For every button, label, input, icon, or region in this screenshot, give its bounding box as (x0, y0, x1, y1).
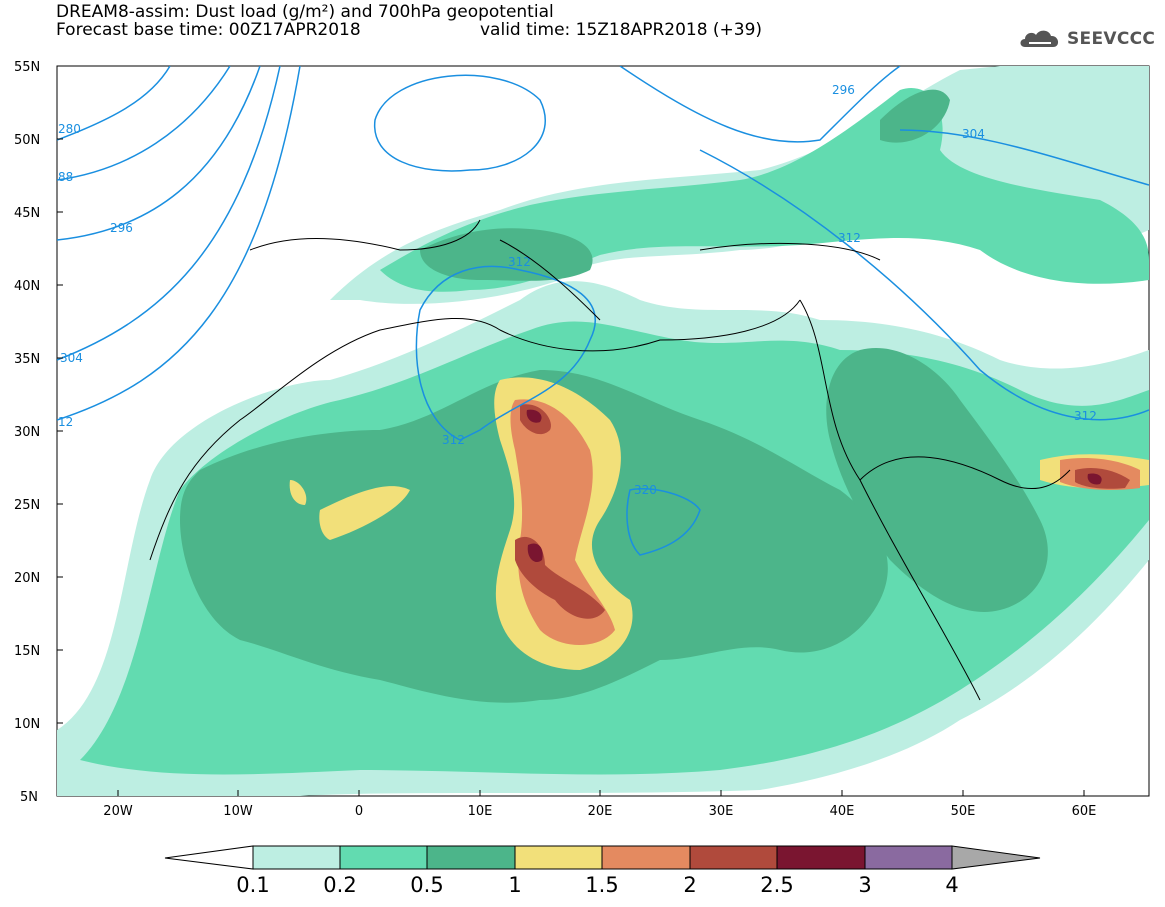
seevccc-logo: SEEVCCC (1017, 26, 1155, 52)
lat-label: 5N (20, 790, 38, 805)
geopotential-contours (57, 66, 1149, 556)
contour-labels: 280 88 296 304 12 312 312 320 296 304 31… (58, 83, 1097, 497)
colorbar-tick: 1.5 (585, 873, 618, 897)
lon-label: 30E (709, 804, 734, 819)
lon-label: 10W (223, 804, 253, 819)
contour-label: 280 (58, 122, 81, 136)
contour-label: 304 (962, 127, 985, 141)
logo-text: SEEVCCC (1067, 29, 1156, 49)
valid-time: valid time: 15Z18APR2018 (+39) (480, 20, 763, 40)
lat-label: 55N (14, 60, 40, 75)
colorbar-tick: 0.1 (236, 873, 269, 897)
lat-label: 10N (14, 717, 40, 732)
colorbar-tick: 4 (945, 873, 958, 897)
cloud-icon (1020, 30, 1059, 47)
colorbar-bin (864, 845, 953, 870)
lat-label: 35N (14, 352, 40, 367)
contour-label: 312 (508, 255, 531, 269)
lat-label: 40N (14, 279, 40, 294)
colorbar-tick: 2.5 (760, 873, 793, 897)
forecast-base-time: Forecast base time: 00Z17APR2018 (56, 20, 361, 40)
lon-label: 0 (355, 804, 363, 819)
lat-label: 15N (14, 644, 40, 659)
lat-label: 50N (14, 133, 40, 148)
colorbar (164, 845, 1041, 870)
lon-label: 50E (951, 804, 976, 819)
contour-label: 296 (832, 83, 855, 97)
lat-label: 20N (14, 571, 40, 586)
colorbar-bin (601, 845, 691, 870)
lat-label: 30N (14, 425, 40, 440)
colorbar-high-arrow (951, 845, 1041, 870)
contour-label: 320 (634, 483, 657, 497)
dust-field (57, 66, 1149, 796)
colorbar-tick: 0.2 (323, 873, 356, 897)
lat-label: 45N (14, 206, 40, 221)
contour-label: 312 (1074, 409, 1097, 423)
axis-ticks (57, 138, 1085, 796)
contour-label: 304 (60, 351, 83, 365)
lon-label: 10E (468, 804, 493, 819)
contour-label: 88 (58, 170, 73, 184)
colorbar-tick: 0.5 (410, 873, 443, 897)
contour-label: 312 (838, 231, 861, 245)
coastlines (149, 219, 1071, 701)
lon-label: 40E (830, 804, 855, 819)
contour-label: 296 (110, 221, 133, 235)
map-title: DREAM8-assim: Dust load (g/m²) and 700hP… (56, 2, 554, 22)
lat-label: 25N (14, 498, 40, 513)
lon-label: 60E (1072, 804, 1097, 819)
colorbar-labels: 0.1 0.2 0.5 1 1.5 2 2.5 3 4 (236, 873, 958, 897)
lon-label: 20W (103, 804, 133, 819)
colorbar-bin (426, 845, 516, 870)
colorbar-bin (339, 845, 428, 870)
colorbar-bin (689, 845, 778, 870)
lon-label: 20E (588, 804, 613, 819)
colorbar-bin (776, 845, 866, 870)
contour-label: 12 (58, 415, 73, 429)
contour-label: 312 (442, 433, 465, 447)
colorbar-bin (252, 845, 341, 870)
colorbar-tick: 3 (858, 873, 871, 897)
colorbar-tick: 1 (508, 873, 521, 897)
colorbar-tick: 2 (683, 873, 696, 897)
longitude-labels: 20W 10W 0 10E 20E 30E 40E 50E 60E (103, 804, 1096, 819)
colorbar-bin (514, 845, 603, 870)
colorbar-low-arrow (164, 845, 254, 870)
latitude-labels: 55N 50N 45N 40N 35N 30N 25N 20N 15N 10N … (14, 60, 40, 805)
